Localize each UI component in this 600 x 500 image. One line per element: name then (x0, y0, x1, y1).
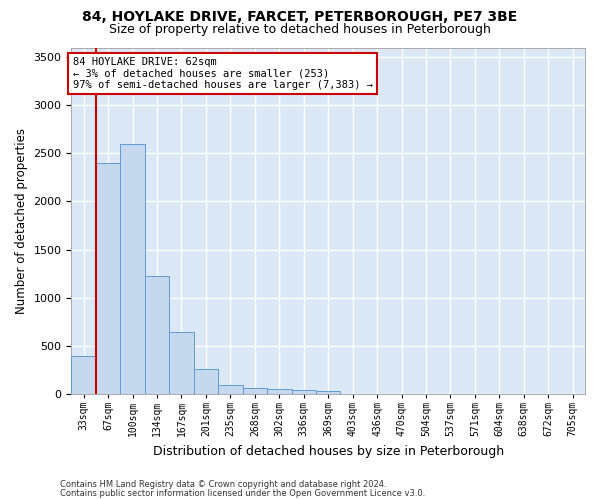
Bar (194, 370, 218, 394)
Text: Size of property relative to detached houses in Peterborough: Size of property relative to detached ho… (109, 22, 491, 36)
Bar (242, 388, 267, 394)
Bar (169, 332, 194, 394)
Bar (267, 388, 292, 394)
Text: Contains public sector information licensed under the Open Government Licence v3: Contains public sector information licen… (60, 490, 425, 498)
Bar (145, 276, 169, 394)
Text: 84, HOYLAKE DRIVE, FARCET, PETERBOROUGH, PE7 3BE: 84, HOYLAKE DRIVE, FARCET, PETERBOROUGH,… (82, 10, 518, 24)
Y-axis label: Number of detached properties: Number of detached properties (15, 128, 28, 314)
Bar (96, 163, 121, 394)
Bar (121, 144, 145, 394)
X-axis label: Distribution of detached houses by size in Peterborough: Distribution of detached houses by size … (152, 444, 504, 458)
Bar (316, 391, 340, 394)
Bar (71, 356, 96, 394)
Bar (218, 385, 242, 394)
Text: 84 HOYLAKE DRIVE: 62sqm
← 3% of detached houses are smaller (253)
97% of semi-de: 84 HOYLAKE DRIVE: 62sqm ← 3% of detached… (73, 57, 373, 90)
Text: Contains HM Land Registry data © Crown copyright and database right 2024.: Contains HM Land Registry data © Crown c… (60, 480, 386, 489)
Bar (292, 390, 316, 394)
